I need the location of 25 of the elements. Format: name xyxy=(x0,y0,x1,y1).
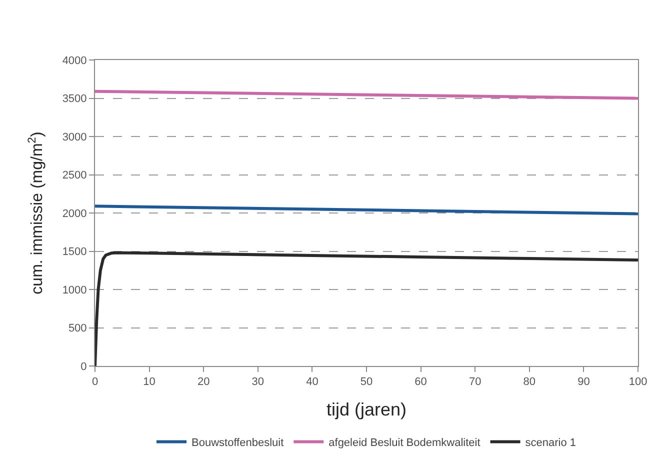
y-tick-label: 4000 xyxy=(62,54,87,67)
line-series xyxy=(95,251,638,366)
y-tick-label: 1000 xyxy=(62,284,87,296)
x-tick-label: 40 xyxy=(306,376,318,388)
y-tick-label: 2500 xyxy=(62,170,87,182)
x-tick-label: 50 xyxy=(360,376,373,388)
x-axis-title: tijd (jaren) xyxy=(326,399,407,420)
x-tick-label: 70 xyxy=(468,376,482,388)
y-tick-label: 3500 xyxy=(62,93,87,106)
y-tick-label: 0 xyxy=(80,360,87,373)
x-tick-label: 80 xyxy=(523,376,536,388)
y-tick-label: 2000 xyxy=(62,208,87,220)
x-tick-label: 20 xyxy=(197,376,210,388)
legend-label: scenario 1 xyxy=(525,436,576,449)
y-tick-label: 3000 xyxy=(62,131,87,144)
x-tick-label: 0 xyxy=(92,376,98,388)
legend-label: Bouwstoffenbesluit xyxy=(192,436,284,449)
y-tick-label: 1500 xyxy=(62,246,87,258)
x-tick-label: 30 xyxy=(252,376,264,388)
x-tick-label: 10 xyxy=(143,376,156,388)
y-tick-label: 500 xyxy=(68,322,87,335)
x-tick-label: 60 xyxy=(414,376,427,388)
legend-label: afgeleid Besluit Bodemkwaliteit xyxy=(328,436,480,449)
x-tick-label: 100 xyxy=(628,376,648,388)
x-tick-label: 90 xyxy=(578,376,590,388)
